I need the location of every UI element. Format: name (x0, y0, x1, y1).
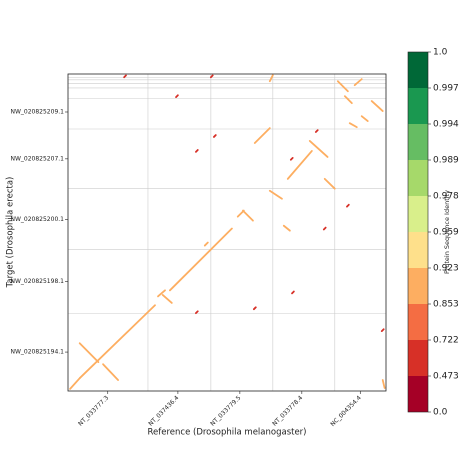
x-tick-label: NT_033777.3 (77, 394, 110, 427)
colorbar-tick-label: 0.473 (433, 372, 459, 382)
alignment-segment (291, 290, 295, 295)
alignment-segment (360, 115, 369, 122)
x-tick-label: NT_033779.5 (209, 394, 242, 427)
colorbar-label: Protein Sequence Identity (443, 190, 451, 274)
colorbar-tick-label: 1.0 (433, 48, 448, 58)
colorbar-bin (408, 304, 428, 340)
alignment-segment (157, 289, 166, 298)
colorbar-bin (408, 376, 428, 412)
colorbar-tick-label: 0.923 (433, 264, 459, 274)
alignment-segment (78, 342, 100, 363)
alignment-segment (268, 74, 274, 83)
alignment-segment (336, 80, 349, 93)
alignment-segment (282, 224, 291, 232)
alignment-segment (252, 306, 257, 311)
y-tick-label: NW_020825194.1 (10, 349, 64, 356)
alignment-segment (348, 122, 358, 129)
alignment-segment (322, 226, 327, 231)
alignment-segment (203, 241, 209, 247)
colorbar-tick-label: 0.853 (433, 300, 459, 310)
alignment-segment (69, 377, 81, 390)
colorbar-tick-label: 0.978 (433, 192, 459, 202)
colorbar-bin (408, 124, 428, 160)
alignment-segment (241, 209, 254, 222)
alignment-segment (79, 304, 156, 379)
alignment-segment (213, 134, 217, 138)
colorbar-bin (408, 340, 428, 376)
colorbar-tick-label: 0.0 (433, 408, 448, 418)
y-axis-label: Target (Drosophila erecta) (6, 177, 16, 289)
alignment-segment (175, 94, 179, 98)
alignment-segment (102, 363, 119, 381)
colorbar-bin (408, 160, 428, 196)
colorbar-tick-label: 0.989 (433, 156, 459, 166)
colorbar-tick-label: 0.994 (433, 120, 459, 130)
x-tick-label: NT_037436.4 (147, 394, 180, 427)
colorbar-tick-label: 0.722 (433, 336, 459, 346)
y-tick-label: NW_020825198.1 (10, 278, 64, 285)
alignment-segment (195, 149, 199, 153)
colorbar-tick-label: 0.997 (433, 84, 459, 94)
alignment-segment (346, 203, 350, 208)
alignment-segment (380, 328, 385, 332)
alignment-segment (123, 74, 127, 79)
colorbar-bin (408, 232, 428, 268)
alignment-segment (289, 157, 294, 161)
x-axis-label: Reference (Drosophila melanogaster) (148, 428, 307, 438)
alignment-segment (195, 310, 199, 315)
alignment-segment (161, 294, 173, 304)
alignment-segment (308, 139, 329, 158)
alignment-segment (343, 95, 353, 105)
y-tick-label: NW_020825209.1 (10, 108, 64, 115)
alignment-segment (370, 100, 384, 112)
alignment-segment (323, 177, 336, 190)
x-tick-label: NT_033778.4 (271, 394, 304, 427)
colorbar-bin (408, 196, 428, 232)
x-tick-label: NC_004354.4 (329, 394, 363, 428)
colorbar-tick-label: 0.959 (433, 228, 459, 238)
alignment-segment (353, 78, 363, 87)
alignment-segment (268, 189, 283, 200)
y-tick-label: NW_020825207.1 (10, 155, 64, 162)
colorbar-bin (408, 88, 428, 124)
alignment-segment (286, 150, 313, 180)
alignment-segment (253, 127, 271, 144)
plot-frame (67, 73, 387, 392)
alignment-segment (209, 74, 214, 79)
alignment-segment (381, 379, 386, 389)
colorbar-bin (408, 268, 428, 304)
y-tick-label: NW_020825200.1 (10, 216, 64, 223)
colorbar-bin (408, 52, 428, 88)
alignment-segment (169, 227, 233, 292)
alignment-segment (314, 129, 319, 133)
